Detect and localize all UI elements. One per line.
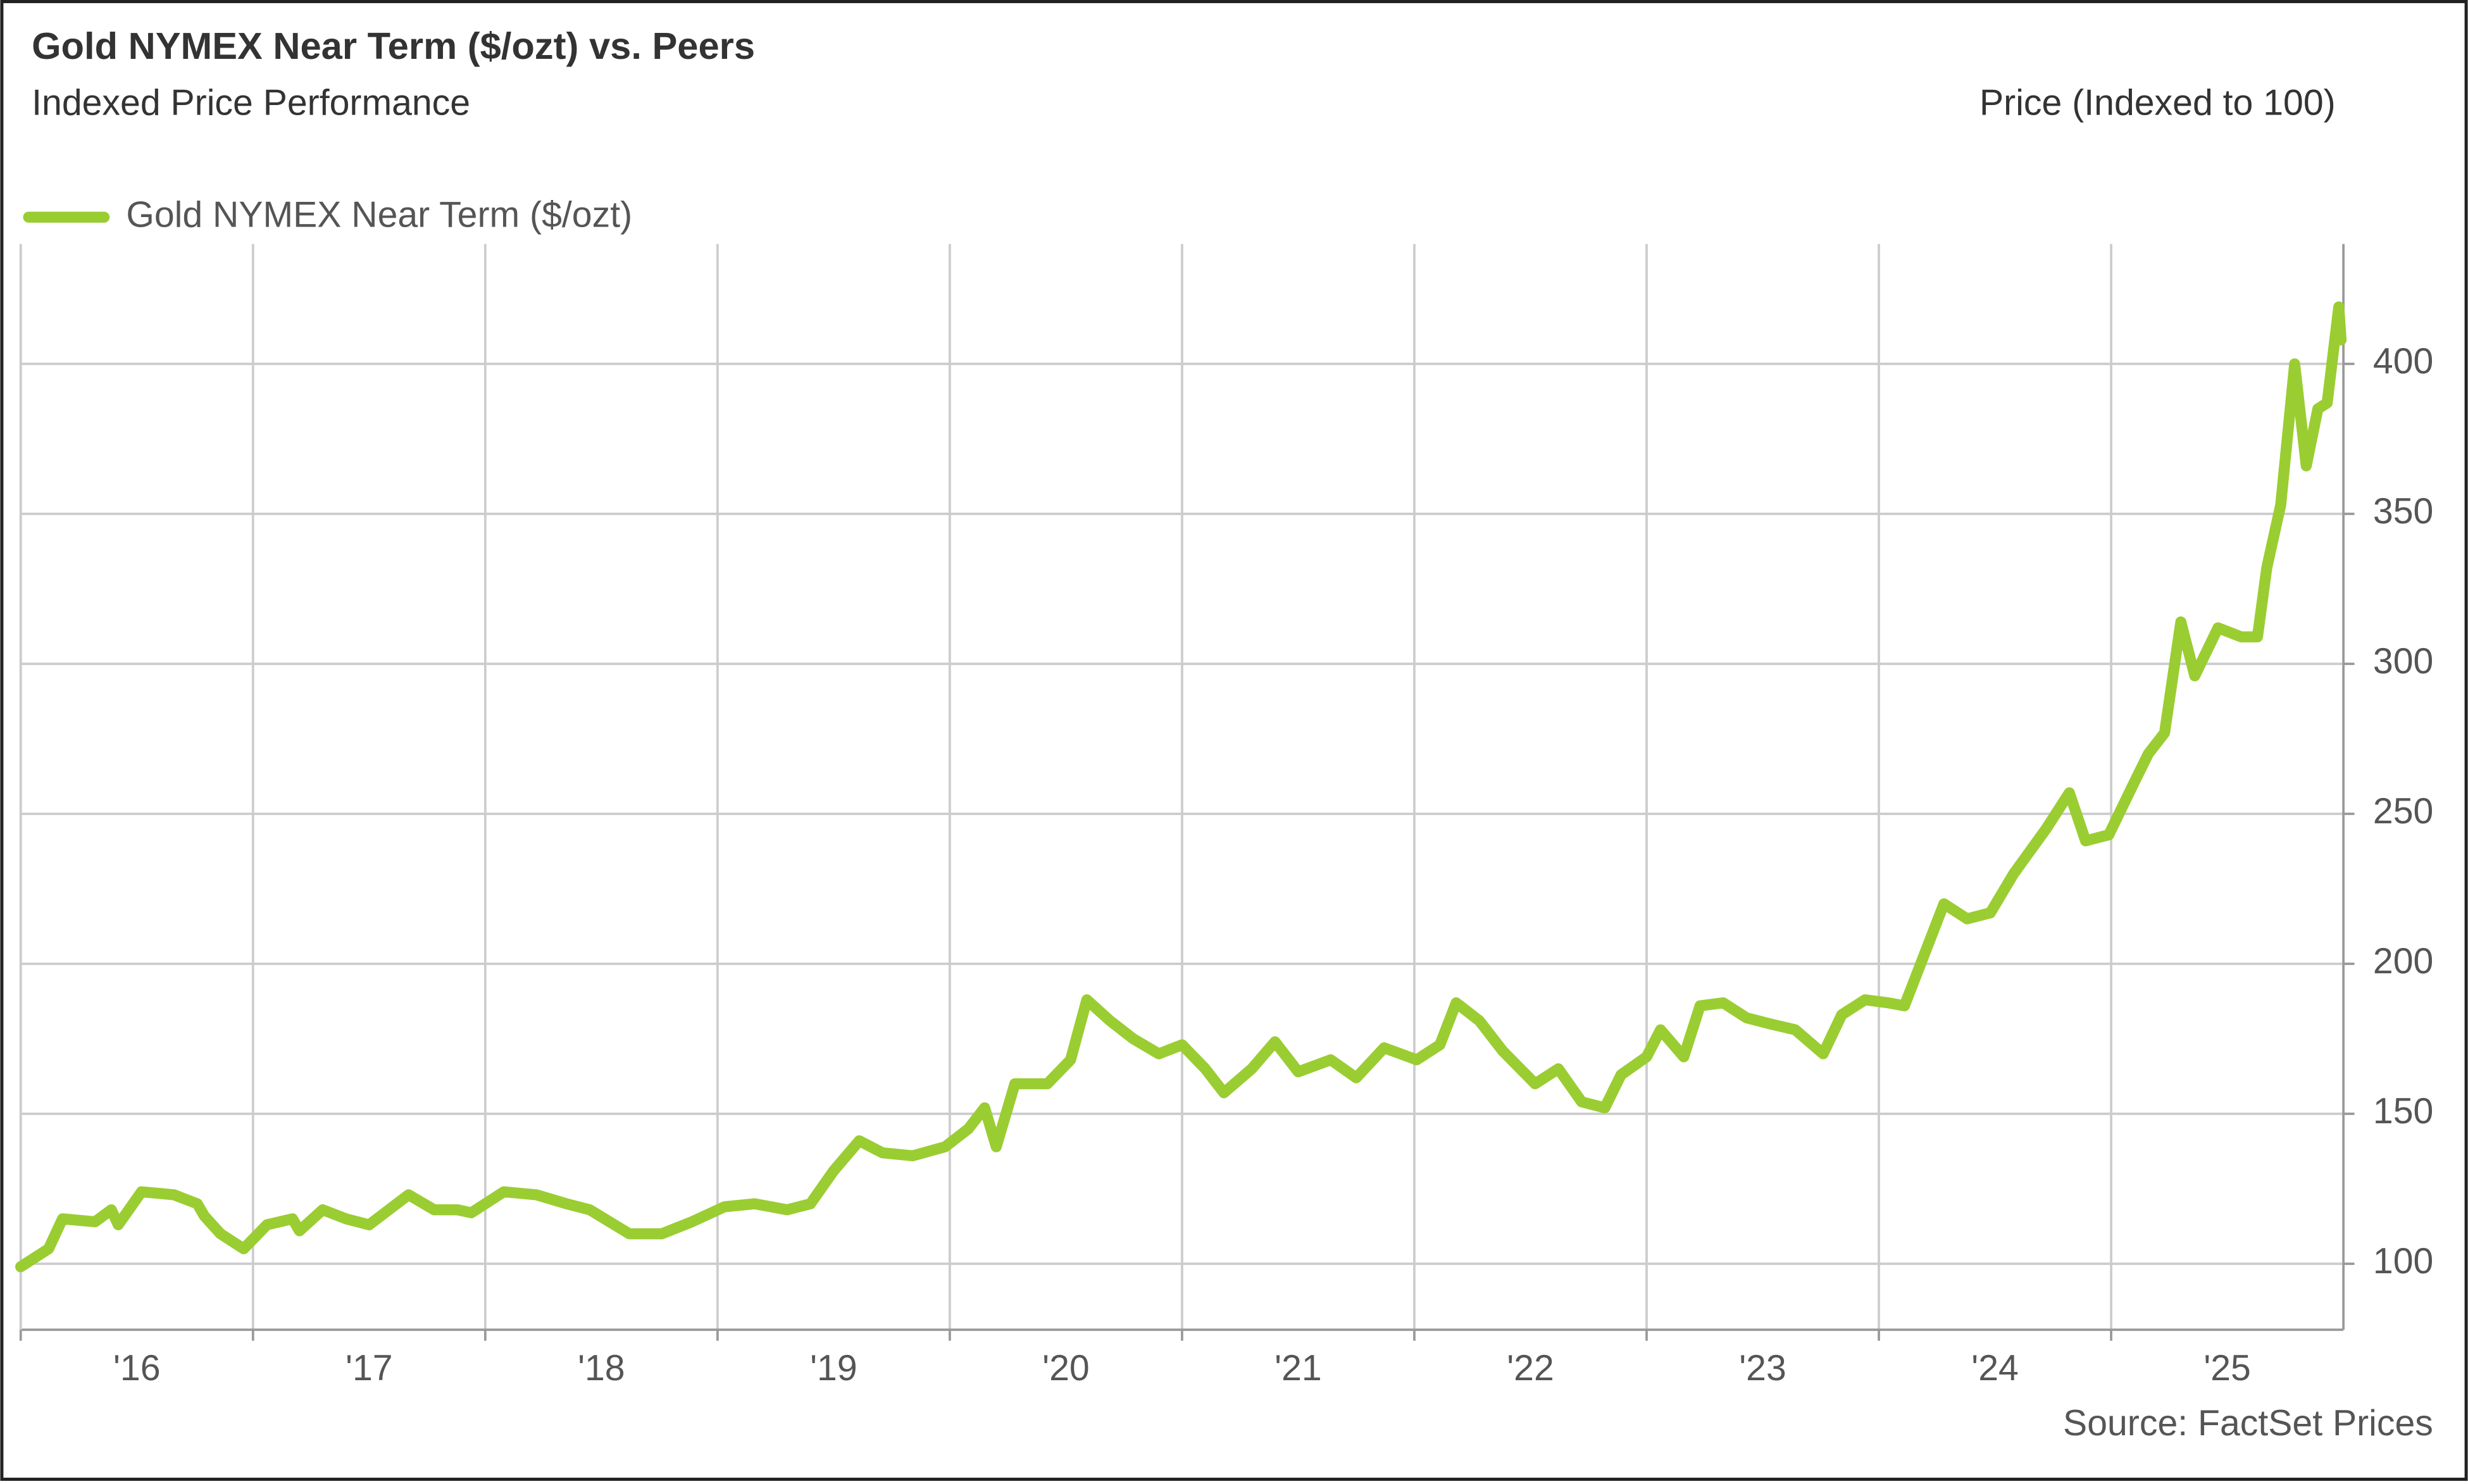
x-tick-label: '21	[1275, 1348, 1322, 1388]
legend-label: Gold NYMEX Near Term ($/ozt)	[126, 194, 632, 235]
x-tick-label: '19	[810, 1348, 857, 1388]
y-tick-label: 100	[2373, 1241, 2433, 1281]
x-tick-label: '16	[113, 1348, 161, 1388]
y-tick-label: 350	[2373, 491, 2433, 532]
chart-title: Gold NYMEX Near Term ($/ozt) vs. Peers	[32, 25, 755, 67]
x-tick-label: '24	[1971, 1348, 2019, 1388]
x-tick-label: '23	[1739, 1348, 1786, 1388]
y-tick-label: 400	[2373, 341, 2433, 382]
x-tick-label: '25	[2203, 1348, 2251, 1388]
source-note: Source: FactSet Prices	[2063, 1403, 2433, 1443]
y-tick-label: 300	[2373, 641, 2433, 682]
y-axis-label: Price (Indexed to 100)	[1979, 83, 2336, 123]
x-tick-label: '22	[1507, 1348, 1554, 1388]
y-tick-label: 200	[2373, 941, 2433, 982]
x-tick-label: '18	[578, 1348, 625, 1388]
chart-subtitle: Indexed Price Performance	[32, 83, 470, 123]
y-tick-label: 250	[2373, 791, 2433, 832]
y-tick-label: 150	[2373, 1091, 2433, 1132]
x-tick-label: '17	[346, 1348, 393, 1388]
data-line	[15, 301, 2347, 1273]
x-tick-label: '20	[1042, 1348, 1090, 1388]
